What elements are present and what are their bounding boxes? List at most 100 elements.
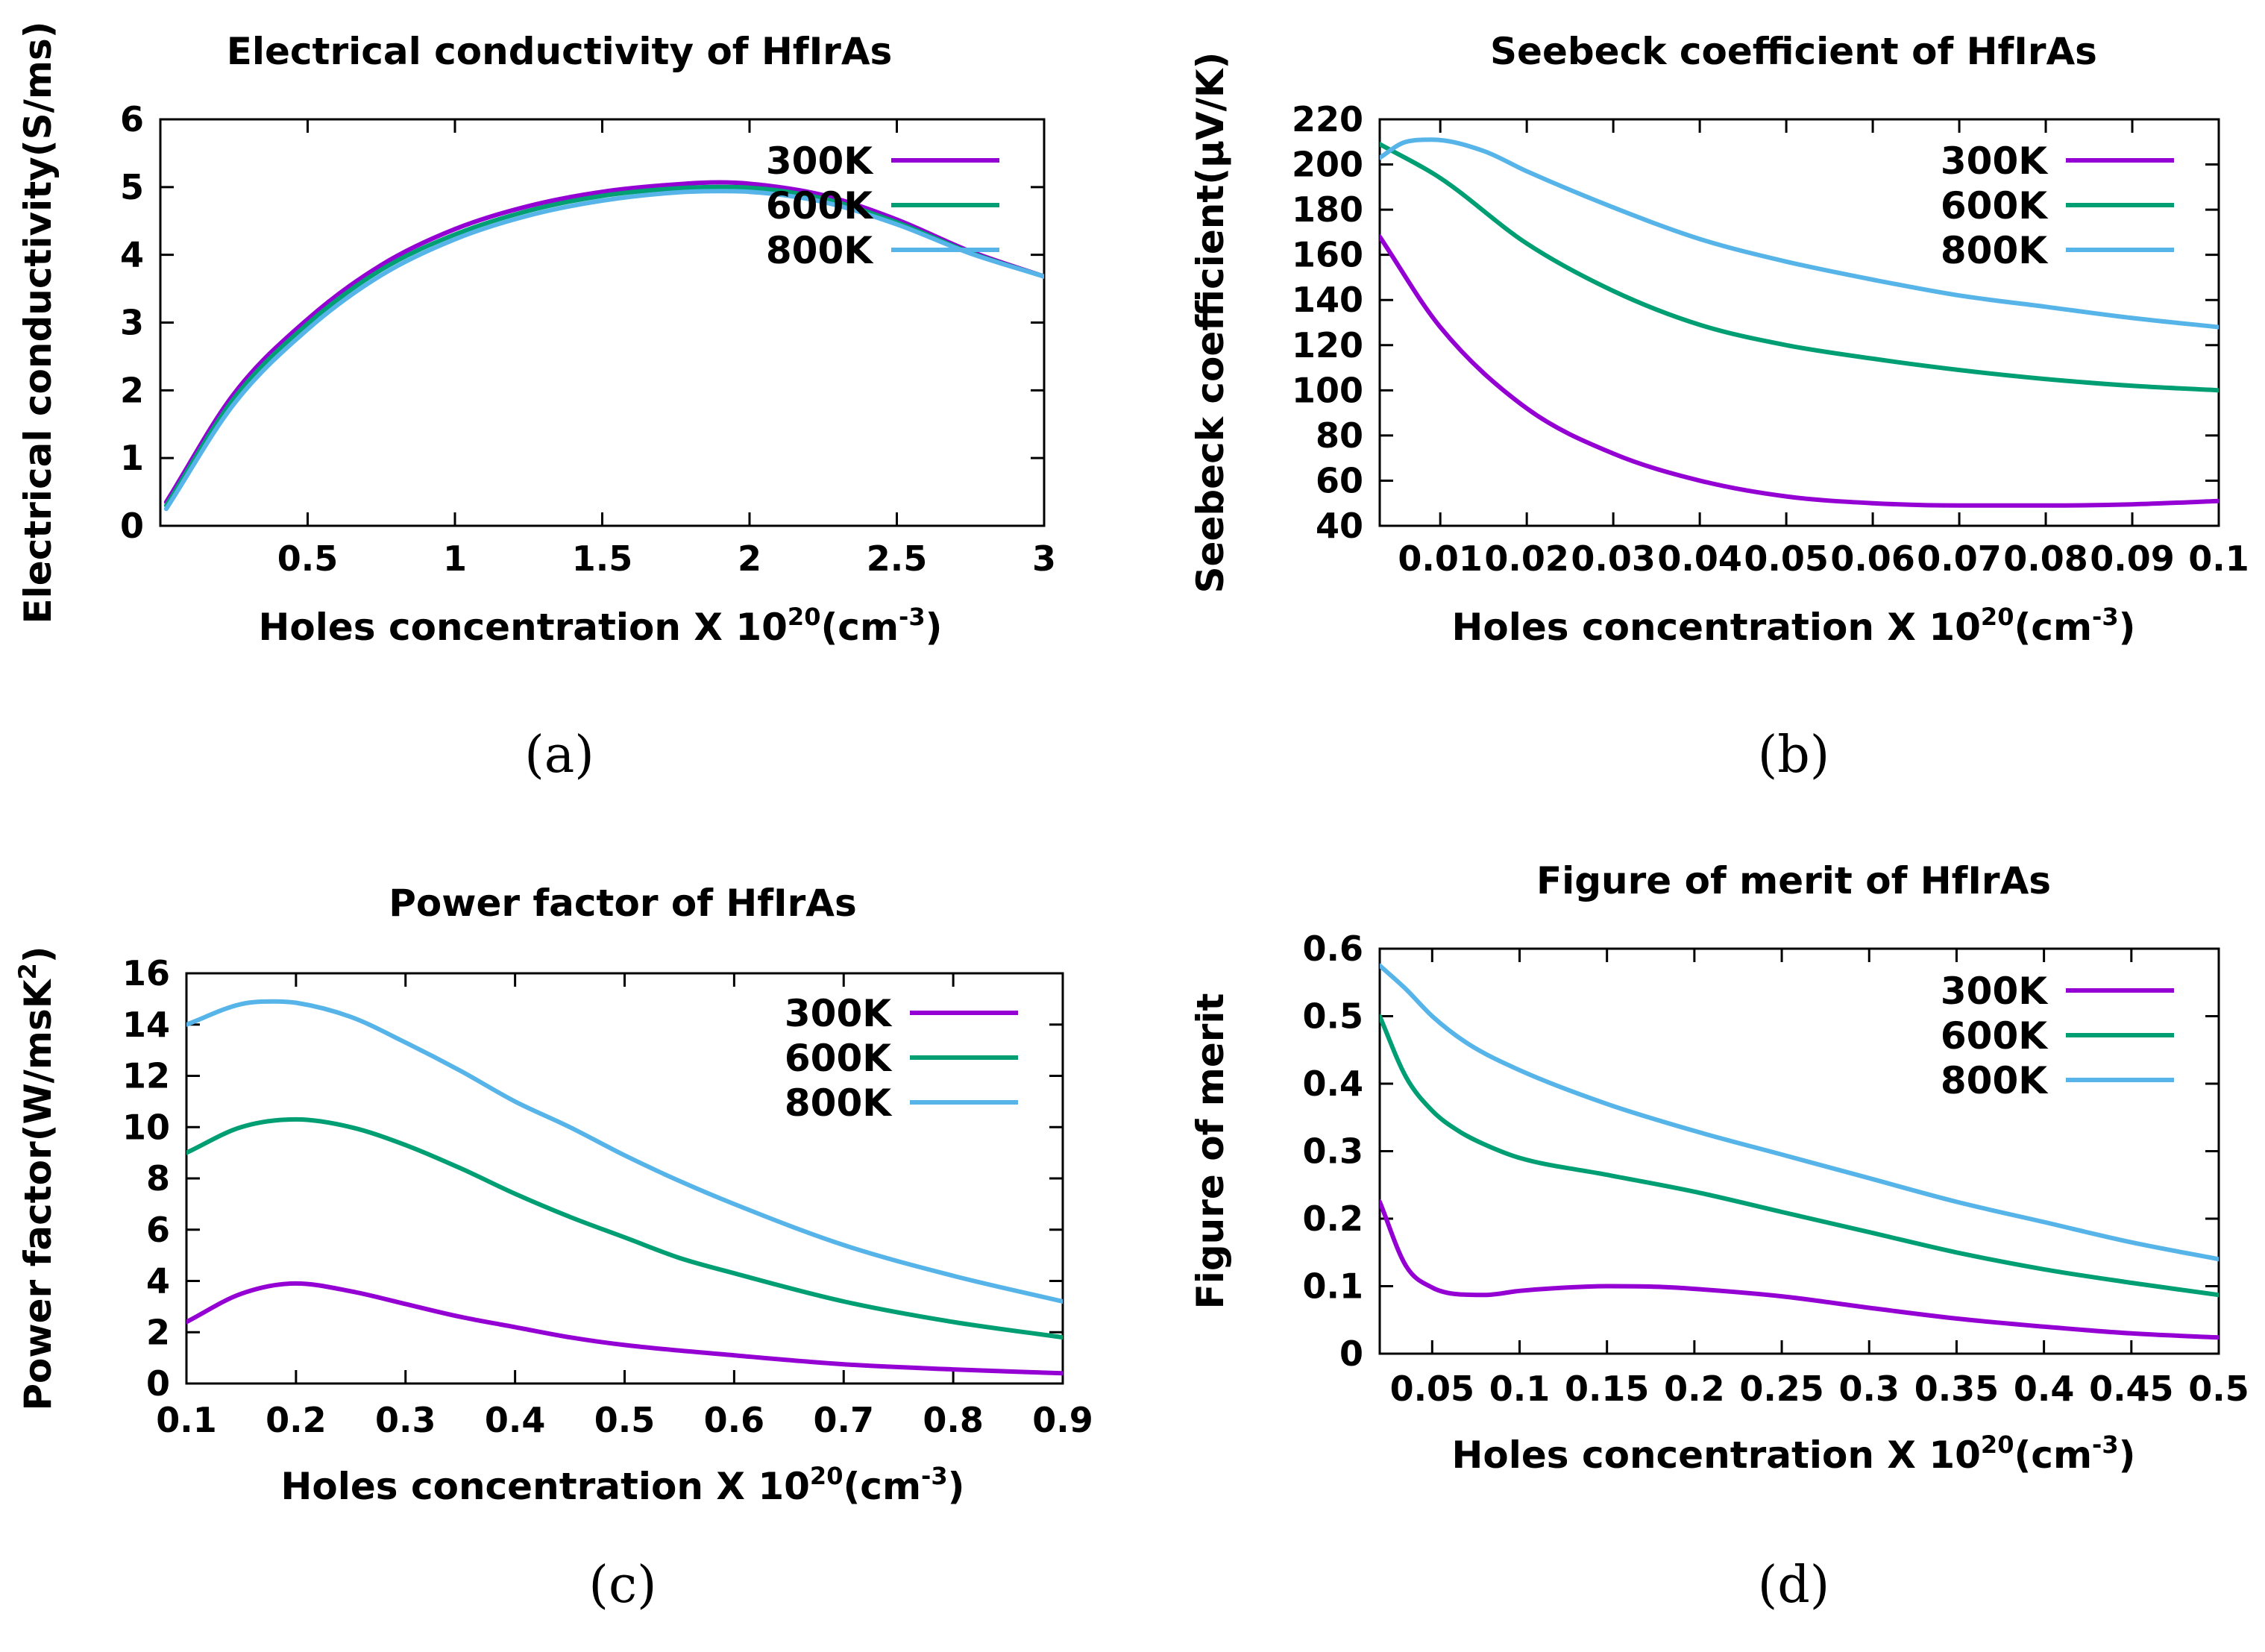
- y-tick-label: 180: [1292, 189, 1363, 230]
- plot-frame: [159, 118, 1046, 527]
- y-tick-label: 80: [1316, 415, 1363, 456]
- y-tick-label: 0.5: [1303, 996, 1364, 1037]
- plot-frame: [185, 972, 1064, 1385]
- chart-title: Seebeck coefficient of HfIrAs: [1490, 30, 2097, 73]
- x-tick-label: 0.04: [1657, 538, 1742, 579]
- x-tick-label: 0.2: [1664, 1369, 1725, 1409]
- y-tick-label: 5: [120, 167, 144, 207]
- x-tick-label: 0.45: [2089, 1369, 2174, 1409]
- y-tick-label: 2: [146, 1312, 170, 1352]
- y-tick-label: 12: [122, 1056, 170, 1096]
- panel-caption: (b): [1758, 726, 1830, 785]
- series-line-800K: [186, 999, 1063, 1304]
- chart-panel-c: Power factor of HfIrAs 0 2 4 6 8 10 12 14 16 0.1 0.…: [13, 882, 1093, 1615]
- panel-caption: (a): [524, 726, 594, 785]
- x-tick-label: 0.06: [1830, 538, 1915, 579]
- series-line-800K: [163, 189, 1044, 512]
- series-line-300K: [1380, 234, 2219, 508]
- series-line-300K: [1380, 1199, 2219, 1340]
- x-axis-label-text: Holes concentration X 10: [259, 606, 788, 649]
- x-axis-label-end: ): [2119, 606, 2136, 649]
- y-axis-label: Electrical conductivity(S/ms): [16, 21, 60, 624]
- legend-label: 800K: [1941, 1059, 2049, 1102]
- series-line-600K: [186, 1116, 1063, 1340]
- x-axis-label-unit: (cm: [843, 1465, 921, 1508]
- x-tick-label: 2.5: [867, 538, 928, 579]
- chart-panel-a: Electrical conductivity of HfIrAs 0 1 2 3 4 5 6…: [16, 21, 1056, 785]
- y-tick-label: 200: [1292, 145, 1363, 185]
- x-tick-label: 0.3: [375, 1400, 436, 1440]
- legend-label: 600K: [1941, 1014, 2049, 1058]
- x-axis-label-text: Holes concentration X 10: [281, 1465, 810, 1508]
- x-axis-label-text: Holes concentration X 10: [1452, 1433, 1981, 1477]
- x-tick-label: 0.4: [2014, 1369, 2075, 1409]
- chart-title: Electrical conductivity of HfIrAs: [227, 30, 893, 73]
- x-tick-label: 0.35: [1914, 1369, 1999, 1409]
- y-tick-label: 1: [120, 438, 144, 478]
- x-tick-label: 0.8: [923, 1400, 984, 1440]
- y-axis-label: Figure of merit: [1189, 993, 1232, 1310]
- legend-label: 800K: [1941, 229, 2049, 272]
- x-tick-label: 0.2: [266, 1400, 327, 1440]
- y-tick-label: 0.2: [1303, 1199, 1364, 1239]
- y-tick-label: 220: [1292, 99, 1363, 139]
- y-tick-label: 3: [120, 303, 144, 343]
- x-axis-label-sup: -3: [2092, 1430, 2119, 1459]
- y-tick-label: 0.4: [1303, 1064, 1364, 1104]
- x-axis-label-unit: (cm: [2014, 1433, 2092, 1477]
- series-line-600K: [1380, 1014, 2219, 1298]
- plot-frame: [1378, 118, 2220, 527]
- y-tick-label: 6: [146, 1210, 170, 1250]
- y-axis-label-text: Figure of merit: [1189, 993, 1232, 1310]
- y-axis-label-end: ): [16, 946, 60, 963]
- x-tick-label: 0.5: [2188, 1369, 2249, 1409]
- x-axis-label: Holes concentration X 1020(cm-3): [281, 1462, 965, 1508]
- x-tick-label: 0.03: [1571, 538, 1656, 579]
- series-line-300K: [186, 1281, 1063, 1376]
- y-tick-label: 0.6: [1303, 929, 1364, 969]
- y-tick-label: 120: [1292, 325, 1363, 365]
- x-tick-label: 0.1: [1489, 1369, 1551, 1409]
- x-tick-label: 1: [443, 538, 467, 579]
- x-axis-label-unit: (cm: [820, 606, 899, 649]
- y-axis-label: Power factor(W/msK2): [13, 946, 60, 1410]
- x-axis-label-sup: -3: [899, 603, 926, 631]
- x-axis-label-sup: -3: [2092, 603, 2119, 631]
- series-line-800K: [1380, 963, 2219, 1262]
- y-axis-label-text: Electrical conductivity(S/ms): [16, 21, 60, 624]
- x-tick-label: 0.1: [2188, 538, 2249, 579]
- y-tick-label: 4: [146, 1261, 170, 1301]
- y-tick-label: 160: [1292, 235, 1363, 275]
- x-axis-label-end: ): [926, 606, 943, 649]
- series-line-600K: [1380, 142, 2219, 393]
- x-tick-label: 0.7: [814, 1400, 875, 1440]
- series-line-600K: [163, 184, 1044, 508]
- y-tick-label: 0.3: [1303, 1131, 1364, 1172]
- x-axis-label: Holes concentration X 1020(cm-3): [1452, 603, 2136, 649]
- y-tick-label: 0: [1339, 1334, 1363, 1374]
- x-axis-label: Holes concentration X 1020(cm-3): [259, 603, 943, 649]
- x-tick-label: 0.3: [1839, 1369, 1900, 1409]
- y-axis-label-text: Power factor(W/msK: [16, 978, 60, 1410]
- y-tick-label: 60: [1316, 460, 1363, 500]
- y-tick-label: 0.1: [1303, 1266, 1364, 1307]
- chart-title: Power factor of HfIrAs: [389, 882, 856, 925]
- y-axis-label-text: Seebeck coefficient(µV/K): [1189, 52, 1232, 594]
- x-axis-label-sup: 20: [1981, 603, 2014, 631]
- x-tick-label: 1.5: [572, 538, 633, 579]
- x-tick-label: 0.09: [2090, 538, 2175, 579]
- legend-label: 800K: [766, 229, 874, 272]
- y-axis-label: Seebeck coefficient(µV/K): [1189, 52, 1232, 594]
- y-tick-label: 8: [146, 1158, 170, 1199]
- x-tick-label: 0.25: [1739, 1369, 1824, 1409]
- y-tick-label: 100: [1292, 370, 1363, 410]
- legend-label: 300K: [1941, 139, 2049, 183]
- x-axis-label-sup: 20: [810, 1462, 844, 1490]
- x-tick-label: 0.01: [1398, 538, 1483, 579]
- chart-title: Figure of merit of HfIrAs: [1536, 859, 2051, 902]
- y-tick-label: 40: [1316, 506, 1363, 546]
- legend-label: 800K: [785, 1081, 893, 1125]
- x-tick-label: 0.6: [704, 1400, 765, 1440]
